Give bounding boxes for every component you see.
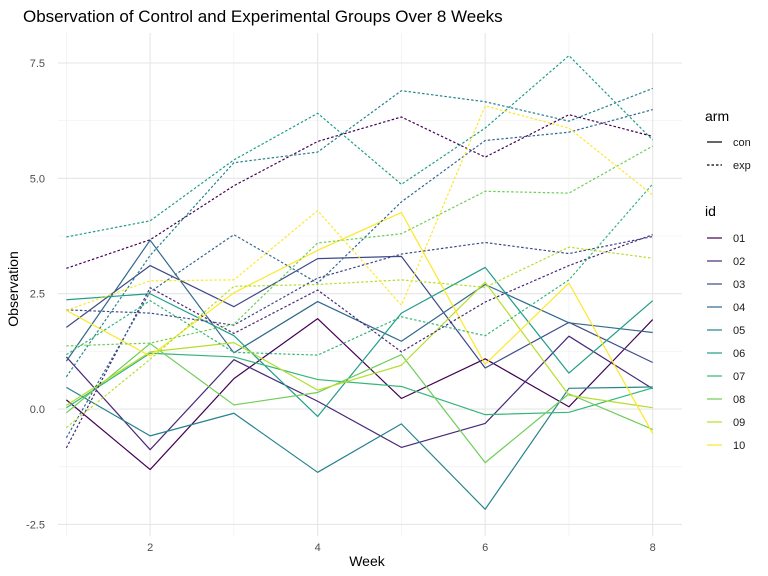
y-tick-label: 0.0	[30, 404, 45, 416]
legend-arm: arm con exp	[705, 108, 751, 172]
series-line-con-02	[65, 335, 654, 451]
legend-label-id-09: 09	[733, 417, 745, 429]
series-line-exp-04	[65, 109, 653, 439]
series-line-con-04	[65, 239, 653, 362]
series-line-exp-01	[66, 114, 653, 269]
legend-label-id-02: 02	[733, 256, 745, 268]
legend-label-id-05: 05	[733, 325, 745, 337]
series-line-con-05	[66, 386, 653, 510]
legend-id: id 01 02 03 04 05 06 07 08 09 10	[705, 203, 745, 452]
legend-label-id-10: 10	[733, 440, 745, 452]
chart-title: Observation of Control and Experimental …	[23, 7, 503, 26]
series-line-con-06	[66, 266, 654, 418]
series-line-con-09	[66, 281, 653, 409]
y-axis-ticks: -2.5 0.0 2.5 5.0 7.5	[26, 58, 45, 531]
series-line-con-01	[65, 318, 654, 471]
x-tick-label: 4	[315, 542, 321, 554]
x-tick-label: 8	[650, 542, 656, 554]
legend-id-title: id	[705, 203, 716, 219]
series-line-exp-06	[66, 55, 654, 238]
series-line-exp-02	[65, 234, 653, 449]
series-lines	[65, 55, 654, 510]
y-axis-label: Observation	[5, 251, 21, 326]
legend-label-id-08: 08	[733, 394, 745, 406]
y-tick-label: 7.5	[30, 58, 45, 70]
x-tick-label: 6	[482, 542, 488, 554]
series-line-exp-07	[66, 183, 654, 356]
series-line-con-10	[66, 211, 654, 434]
legend-arm-title: arm	[705, 108, 729, 124]
series-line-con-08	[65, 342, 653, 464]
x-axis-ticks: 2 4 6 8	[147, 542, 656, 554]
grid	[58, 33, 682, 536]
series-line-exp-05	[65, 87, 653, 378]
y-tick-label: -2.5	[26, 519, 45, 531]
y-tick-label: 2.5	[30, 289, 45, 301]
legend-label-id-01: 01	[733, 233, 745, 245]
series-line-exp-10	[66, 105, 654, 311]
legend-label-id-07: 07	[733, 371, 745, 383]
series-line-con-07	[66, 352, 653, 416]
x-tick-label: 2	[147, 542, 153, 554]
legend-label-id-04: 04	[733, 302, 745, 314]
legend-label-con: con	[733, 137, 751, 149]
legend-label-exp: exp	[733, 160, 751, 172]
series-line-exp-03	[66, 235, 653, 326]
series-line-exp-09	[65, 246, 653, 429]
legend-label-id-06: 06	[733, 348, 745, 360]
y-tick-label: 5.0	[30, 173, 45, 185]
x-axis-label: Week	[349, 553, 386, 569]
legend-label-id-03: 03	[733, 279, 745, 291]
